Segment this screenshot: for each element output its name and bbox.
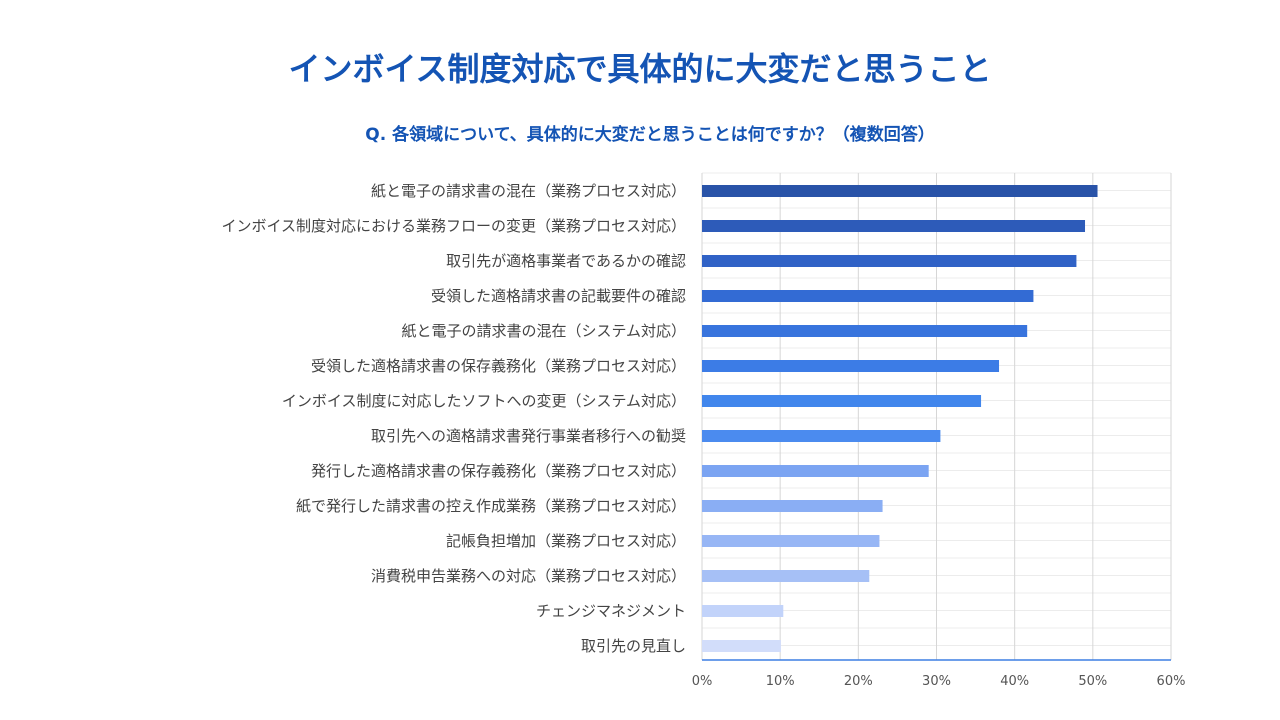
category-label: 紙と電子の請求書の混在（システム対応） — [401, 322, 686, 340]
category-label: 取引先への適格請求書発行事業者移行への勧奨 — [371, 427, 686, 445]
bar — [702, 640, 781, 652]
x-axis-ticks: 0% 10% 20% 30% 40% 50% 60% — [692, 674, 1186, 689]
category-labels: 紙と電子の請求書の混在（業務プロセス対応） インボイス制度対応における業務フローの… — [221, 182, 686, 655]
bar — [702, 500, 883, 512]
category-label: 発行した適格請求書の保存義務化（業務プロセス対応） — [311, 462, 686, 480]
bar — [702, 465, 929, 477]
x-tick-label: 50% — [1078, 674, 1107, 689]
bar — [702, 395, 982, 407]
category-label: 消費税申告業務への対応（業務プロセス対応） — [371, 567, 686, 585]
x-tick-label: 40% — [1000, 674, 1029, 689]
chart-title: インボイス制度対応で具体的に大変だと思うこと — [288, 50, 992, 88]
bar — [702, 360, 1000, 372]
grid-lines — [701, 172, 1172, 661]
category-label: 取引先の見直し — [581, 637, 686, 655]
bar — [702, 605, 784, 617]
category-label: 記帳負担増加（業務プロセス対応） — [446, 532, 686, 550]
x-tick-label: 60% — [1157, 674, 1186, 689]
bar — [702, 220, 1086, 232]
bar — [702, 290, 1034, 302]
category-label: インボイス制度対応における業務フローの変更（業務プロセス対応） — [221, 217, 686, 235]
bar — [702, 570, 870, 582]
bar — [702, 430, 941, 442]
category-label: 受領した適格請求書の保存義務化（業務プロセス対応） — [311, 357, 686, 375]
bars-group — [702, 185, 1098, 652]
bar — [702, 255, 1077, 267]
category-label: チェンジマネジメント — [536, 602, 686, 620]
category-label: 紙で発行した請求書の控え作成業務（業務プロセス対応） — [296, 497, 686, 515]
category-label: 取引先が適格事業者であるかの確認 — [446, 252, 686, 270]
x-tick-label: 10% — [766, 674, 795, 689]
category-label: インボイス制度に対応したソフトへの変更（システム対応） — [282, 392, 686, 410]
category-label: 紙と電子の請求書の混在（業務プロセス対応） — [371, 182, 686, 200]
category-label: 受領した適格請求書の記載要件の確認 — [431, 287, 686, 305]
bar — [702, 185, 1098, 197]
x-tick-label: 0% — [692, 674, 713, 689]
bar — [702, 325, 1028, 337]
x-tick-label: 20% — [844, 674, 873, 689]
chart-subtitle: Q. 各領域について、具体的に大変だと思うことは何ですか？（複数回答） — [365, 125, 935, 145]
bar — [702, 535, 880, 547]
x-tick-label: 30% — [922, 674, 951, 689]
